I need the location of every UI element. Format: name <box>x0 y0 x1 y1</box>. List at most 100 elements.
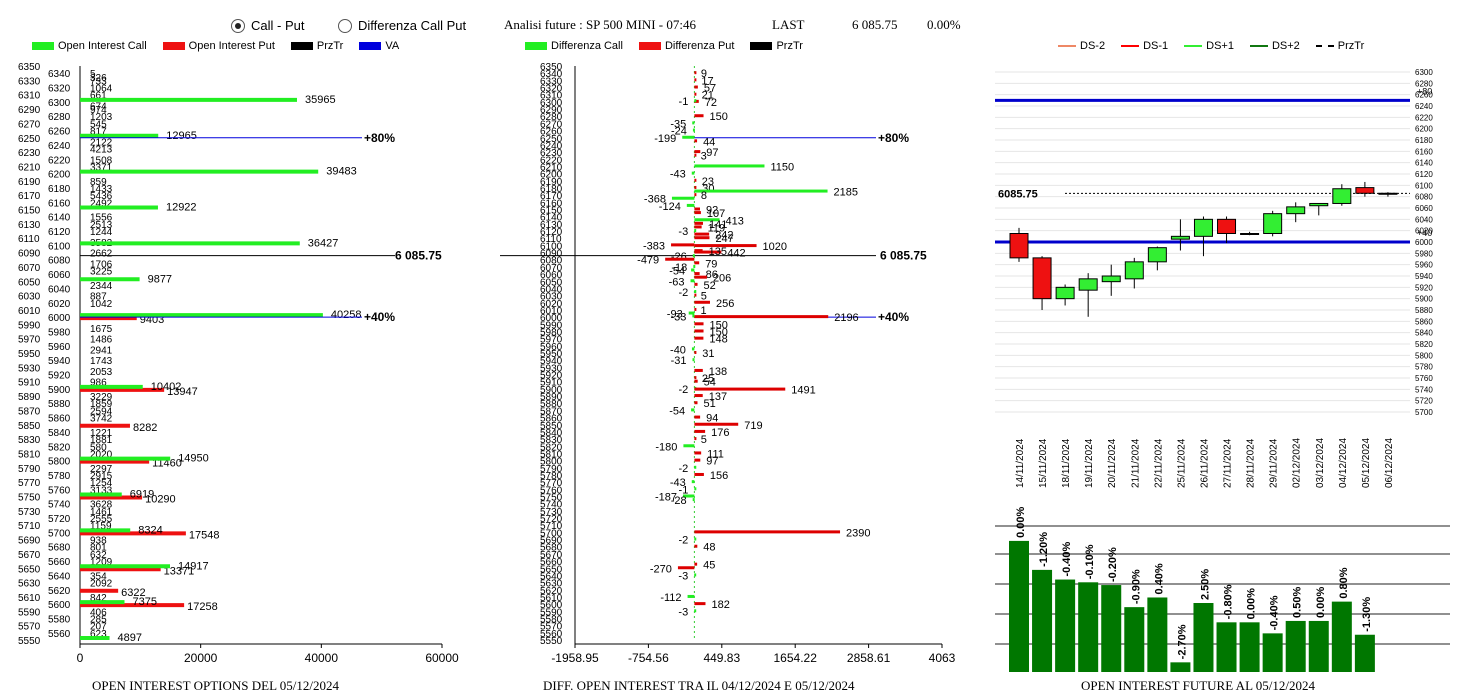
strike-tick-label: 5570 <box>18 622 41 633</box>
diff-bar <box>677 566 695 570</box>
candle-body <box>1193 218 1213 237</box>
strike-tick-label: 5640 <box>540 571 563 582</box>
strike-tick-label: 6220 <box>540 155 563 166</box>
strike-tick-label: 6140 <box>48 213 71 224</box>
diff-bar-value: 23 <box>702 176 714 188</box>
strike-tick-label: 5960 <box>540 342 563 353</box>
call-bar <box>80 133 159 138</box>
diff-bar-value: 8 <box>701 190 707 202</box>
call-bar <box>80 241 300 246</box>
strike-tick-label: 5700 <box>48 528 71 539</box>
diff-bar <box>692 358 695 362</box>
diff-bar <box>694 562 698 566</box>
strike-tick-label: 5720 <box>48 514 71 525</box>
diff-bar <box>687 594 695 598</box>
oi-small-label: 842 <box>90 593 107 604</box>
diff-bar <box>682 494 695 498</box>
footer-oi-diff: DIFF. OPEN INTEREST TRA IL 04/12/2024 E … <box>543 678 855 693</box>
strike-tick-label: 5830 <box>18 435 41 446</box>
y-tick-label: 6200 <box>1415 125 1433 134</box>
strike-tick-label: 5980 <box>540 327 563 338</box>
diff-bar-value: -2 <box>678 535 688 547</box>
put-bar <box>80 588 119 593</box>
strike-tick-label: 5850 <box>18 421 41 432</box>
diff-bar <box>671 196 695 200</box>
diff-bar-value: 137 <box>709 391 727 403</box>
legend-item: Differenza Put <box>638 40 734 52</box>
strike-tick-label: 6030 <box>540 292 563 303</box>
diff-bar-value: -3 <box>678 226 688 238</box>
strike-tick-label: 6170 <box>18 191 41 202</box>
strike-tick-label: 6320 <box>540 84 563 95</box>
diff-bar <box>694 71 697 75</box>
oi-change-bar <box>1009 540 1029 672</box>
diff-bar-value: -187 <box>655 492 677 504</box>
legend-item: DS-2 <box>1058 40 1105 52</box>
strike-tick-label: 6180 <box>540 184 563 195</box>
strike-tick-label: 6070 <box>18 263 41 274</box>
strike-tick-label: 6310 <box>18 91 41 102</box>
y-tick-label: 5940 <box>1415 272 1433 281</box>
call-bar <box>80 97 297 102</box>
candle-body <box>1078 278 1098 291</box>
strike-tick-label: 5990 <box>18 320 41 331</box>
diff-bar-value: -479 <box>637 255 659 267</box>
oi-small-label: 406 <box>90 607 107 618</box>
radio-call-put[interactable]: Call - Put <box>231 18 304 33</box>
oi-change-label: 0.00% <box>1015 506 1027 537</box>
call-bar <box>80 205 158 210</box>
diff-bar-value: 5 <box>701 434 707 446</box>
diff-bar <box>694 114 704 118</box>
put-bar <box>80 603 185 608</box>
strike-tick-label: 5930 <box>540 363 563 374</box>
legend-item: PrzTr <box>1315 40 1364 52</box>
strike-tick-label: 5860 <box>540 414 563 425</box>
call-bar-value: 40258 <box>331 309 362 321</box>
diff-bar <box>694 537 697 541</box>
diff-bar-value: 94 <box>706 413 718 425</box>
strike-tick-label: 6340 <box>48 69 71 80</box>
va-label: +80% <box>364 131 395 145</box>
diff-bar <box>694 293 697 297</box>
radio-diff-label: Differenza Call Put <box>358 18 467 33</box>
footer-oi-future: OPEN INTEREST FUTURE AL 05/12/2024 <box>1081 678 1316 693</box>
diff-bar <box>694 78 697 82</box>
oi-small-label: 580 <box>90 442 107 453</box>
strike-tick-label: 5650 <box>540 564 563 575</box>
diff-bar-value: 119 <box>708 222 726 234</box>
date-tick-label: 15/11/2024 <box>1038 438 1049 488</box>
strike-tick-label: 6230 <box>18 148 41 159</box>
va-label: +80% <box>878 131 909 145</box>
radio-diff[interactable]: Differenza Call Put <box>338 18 466 33</box>
oi-change-bar <box>1331 601 1352 672</box>
y-tick-label: 6280 <box>1415 79 1433 88</box>
call-bar <box>80 528 131 533</box>
oi-small-label: 2344 <box>90 281 113 292</box>
oi-small-label: 1159 <box>90 521 112 532</box>
strike-tick-label: 6260 <box>540 127 563 138</box>
strike-tick-label: 6310 <box>540 91 563 102</box>
oi-change-label: -0.80% <box>1223 584 1235 619</box>
diff-bar-value: 413 <box>726 215 744 227</box>
y-tick-label: 6180 <box>1415 136 1433 145</box>
strike-tick-label: 5990 <box>540 320 563 331</box>
oi-small-label: 986 <box>90 378 107 389</box>
diff-bar <box>694 225 702 229</box>
strike-tick-label: 5730 <box>540 507 563 518</box>
oi-small-label: 1675 <box>90 324 113 335</box>
call-bar-value: 6919 <box>130 489 154 501</box>
diff-bar-value: -1 <box>679 96 689 108</box>
candle-body <box>1378 192 1398 195</box>
strike-tick-label: 5770 <box>540 478 563 489</box>
date-tick-label: 06/12/2024 <box>1384 438 1395 488</box>
strike-tick-label: 6200 <box>48 170 71 181</box>
x-tick-label: 60000 <box>425 651 459 665</box>
y-tick-label: 6100 <box>1415 181 1433 190</box>
strike-tick-label: 6350 <box>18 62 41 73</box>
diff-bar-value: 72 <box>705 97 717 109</box>
strike-tick-label: 5810 <box>540 449 563 460</box>
oi-change-label: 0.00% <box>1246 588 1258 619</box>
diff-bar <box>691 347 695 351</box>
oi-small-label: 661 <box>90 91 107 102</box>
diff-bar-value: 86 <box>706 269 718 281</box>
